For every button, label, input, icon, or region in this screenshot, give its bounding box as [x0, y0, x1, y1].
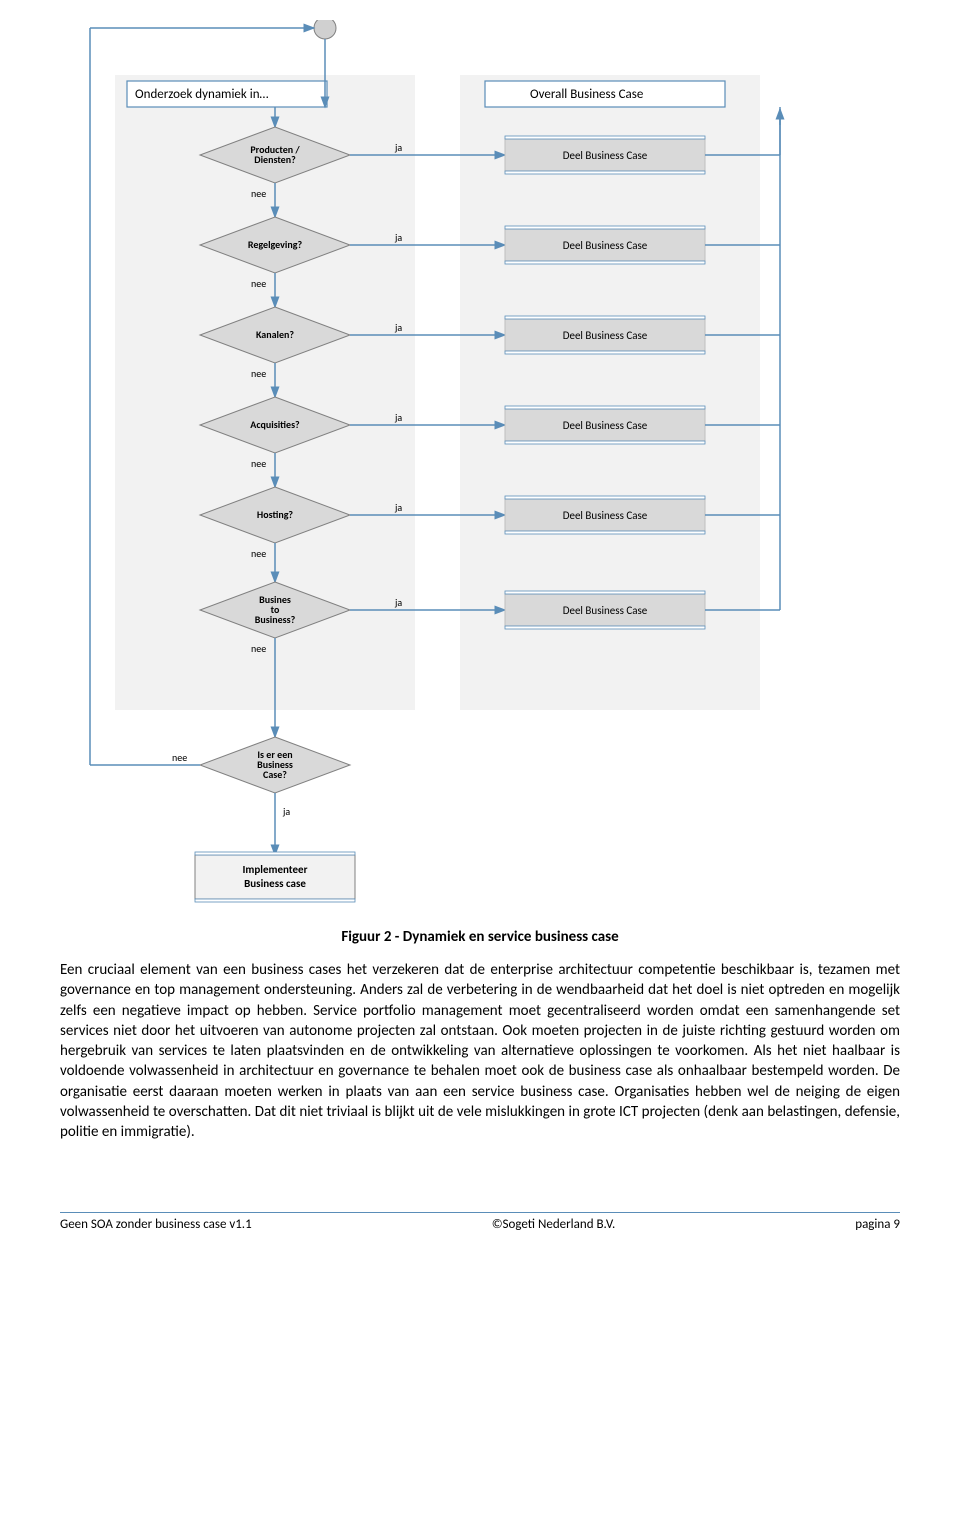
svg-text:Deel Business Case: Deel Business Case	[563, 329, 648, 342]
svg-text:ja: ja	[394, 596, 402, 609]
footer-center: ©Sogeti Nederland B.V.	[492, 1217, 616, 1232]
svg-text:nee: nee	[251, 547, 266, 560]
svg-text:Deel Business Case: Deel Business Case	[563, 509, 648, 522]
svg-text:nee: nee	[251, 187, 266, 200]
svg-text:Deel Business Case: Deel Business Case	[563, 419, 648, 432]
flowchart-svg: Onderzoek dynamiek in… Overall Business C…	[60, 20, 900, 920]
svg-text:Deel Business Case: Deel Business Case	[563, 239, 648, 252]
footer-right: pagina 9	[855, 1217, 900, 1232]
svg-text:Deel Business Case: Deel Business Case	[563, 604, 648, 617]
svg-text:nee: nee	[251, 642, 266, 655]
svg-text:ja: ja	[394, 231, 402, 244]
svg-text:nee: nee	[172, 751, 187, 764]
svg-text:Deel Business Case: Deel Business Case	[563, 149, 648, 162]
svg-text:Case?: Case?	[263, 768, 287, 781]
svg-text:ja: ja	[394, 141, 402, 154]
body-paragraph: Een cruciaal element van een business ca…	[60, 960, 900, 1142]
svg-text:nee: nee	[251, 367, 266, 380]
svg-text:ja: ja	[394, 321, 402, 334]
page-footer: Geen SOA zonder business case v1.1 ©Soge…	[60, 1212, 900, 1232]
svg-text:ja: ja	[282, 805, 290, 818]
svg-text:Hosting?: Hosting?	[257, 508, 294, 521]
svg-text:Business?: Business?	[255, 613, 296, 626]
figure-caption: Figuur 2 - Dynamiek en service business …	[60, 928, 900, 946]
svg-text:ja: ja	[394, 501, 402, 514]
svg-text:Kanalen?: Kanalen?	[256, 328, 294, 341]
svg-text:Diensten?: Diensten?	[254, 153, 296, 166]
svg-text:nee: nee	[251, 277, 266, 290]
svg-text:Onderzoek dynamiek in…: Onderzoek dynamiek in…	[135, 87, 269, 102]
svg-text:Regelgeving?: Regelgeving?	[248, 238, 303, 251]
svg-text:Acquisities?: Acquisities?	[250, 418, 300, 431]
svg-text:ja: ja	[394, 411, 402, 424]
footer-left: Geen SOA zonder business case v1.1	[60, 1217, 252, 1232]
flowchart: Onderzoek dynamiek in… Overall Business C…	[60, 20, 900, 920]
svg-text:Overall Business Case: Overall Business Case	[530, 87, 643, 102]
svg-text:Business case: Business case	[244, 877, 306, 890]
svg-text:nee: nee	[251, 457, 266, 470]
svg-text:Implementeer: Implementeer	[243, 863, 308, 876]
